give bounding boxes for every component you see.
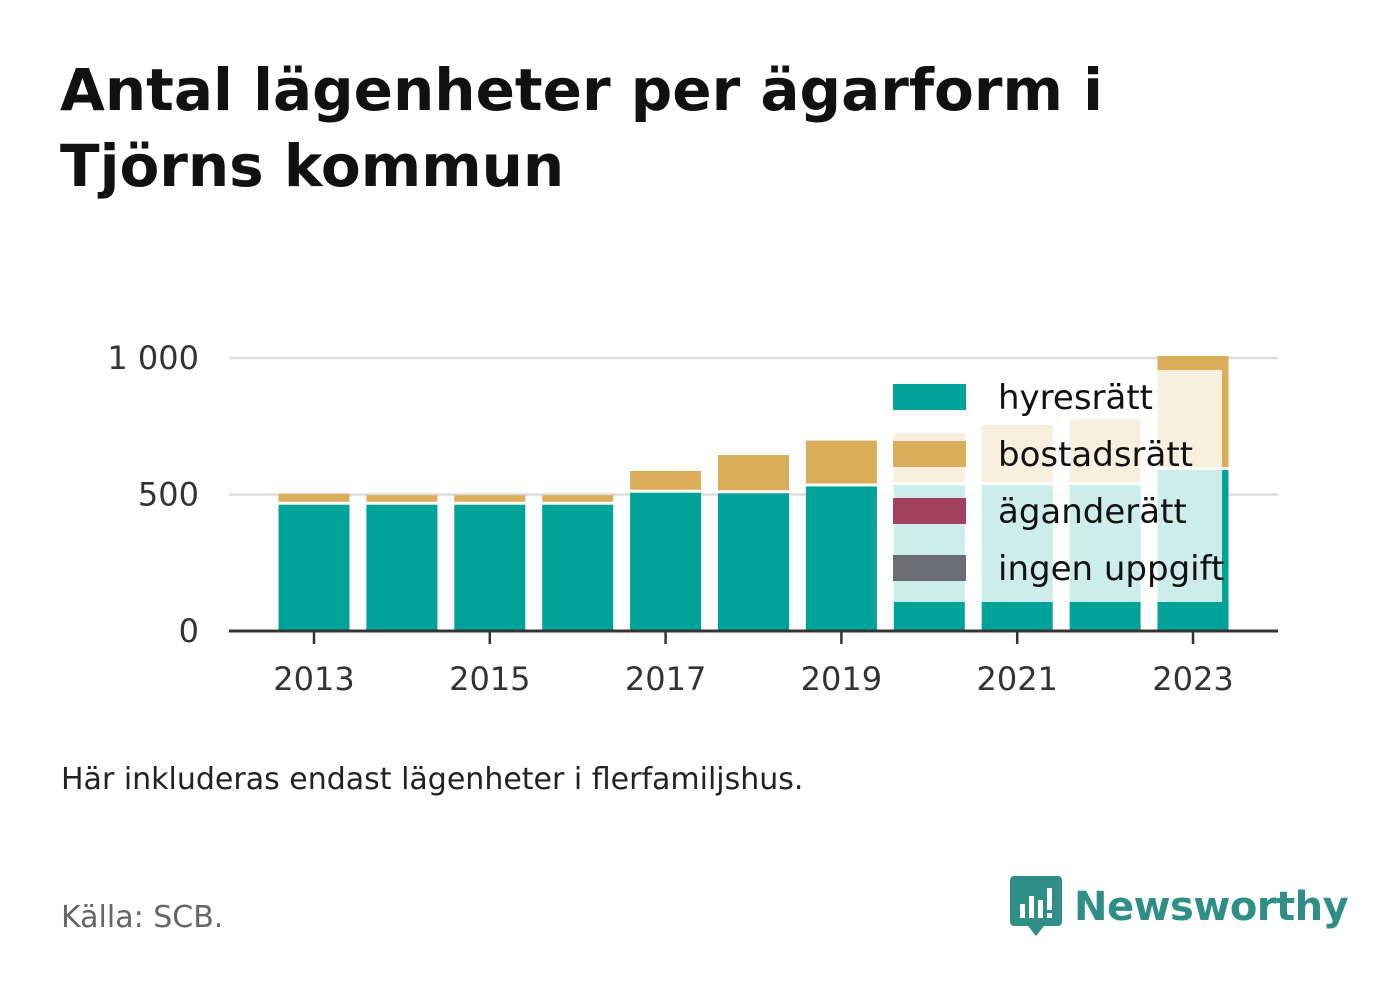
legend: hyresrätt bostadsrätt äganderätt ingen uppg… [877,370,1224,602]
x-tick-label: 2017 [625,660,706,698]
chart-note: Här inkluderas endast lägenheter i flerf… [61,762,804,797]
chart-title: Antal lägenheter per ägarform i Tjörns k… [60,56,1104,200]
bar-segment-bostadsratt [805,440,877,484]
y-tick-label: 0 [179,612,199,650]
brand-name: Newsworthy [1074,884,1349,930]
bar-segment-hyresratt [278,504,350,630]
y-tick-label: 1 000 [107,339,199,377]
bar-segment-hyresratt [630,492,702,630]
x-tick-label: 2023 [1152,660,1233,698]
legend-label: bostadsrätt [998,435,1193,475]
bar-segment-hyresratt [542,504,614,630]
brand-logo: Newsworthy [1010,876,1349,938]
axes: 0 500 1 000 2013 2015 2017 2019 2021 2023 [107,339,1278,698]
bar-segment-bostadsratt [630,470,702,490]
legend-swatch-aganderatt [893,498,966,524]
bar-segment-hyresratt [366,504,438,630]
bar-segment-bostadsratt [454,495,526,502]
x-tick-label: 2015 [449,660,530,698]
legend-swatch-ingen_uppgift [893,555,966,581]
bar-segment-bostadsratt [278,493,350,502]
x-tick-label: 2013 [273,660,354,698]
legend-label: ingen uppgift [998,549,1224,589]
bar-segment-hyresratt [805,486,877,630]
legend-label: hyresrätt [998,378,1153,418]
x-tick-label: 2021 [976,660,1057,698]
y-tick-label: 500 [138,476,199,514]
bar-segment-bostadsratt [718,455,789,491]
legend-swatch-hyresratt [893,384,966,410]
newsworthy-logo-icon [1010,876,1062,936]
x-tick-label: 2019 [801,660,882,698]
bar-segment-hyresratt [718,493,789,630]
source-credit: Källa: SCB. [61,900,224,935]
legend-label: äganderätt [998,492,1187,532]
bar-segment-hyresratt [454,504,526,630]
legend-swatch-bostadsratt [893,441,966,467]
bar-segment-bostadsratt [542,495,614,502]
bar-segment-bostadsratt [366,495,438,502]
